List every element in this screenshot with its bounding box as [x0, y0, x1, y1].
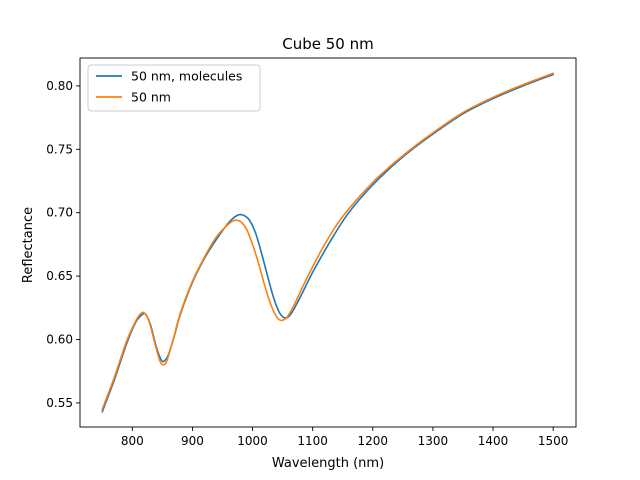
- x-tick-label: 900: [181, 434, 204, 448]
- chart-title: Cube 50 nm: [282, 35, 373, 53]
- series-line-2: [101, 72, 554, 411]
- y-tick-label: 0.60: [46, 333, 73, 347]
- plot-frame: [79, 57, 577, 428]
- y-tick-label: 0.75: [46, 142, 73, 156]
- y-tick-label: 0.70: [46, 206, 73, 220]
- legend: 50 nm, molecules 50 nm: [87, 64, 261, 112]
- x-tick-label: 1000: [237, 434, 268, 448]
- y-tick-label: 0.65: [46, 269, 73, 283]
- y-tick-label: 0.80: [46, 79, 73, 93]
- plot-area: 800 900 1000 1100 1200 1300 1400 1500 0.55 0.60 0.…: [46, 57, 577, 448]
- y-axis-label: Reflectance: [21, 207, 36, 283]
- series-line-1: [101, 73, 554, 413]
- x-tick-label: 1400: [478, 434, 509, 448]
- y-tick-label: 0.55: [46, 396, 73, 410]
- x-tick-label: 800: [121, 434, 144, 448]
- x-tick-label: 1100: [297, 434, 328, 448]
- legend-label-2: 50 nm: [131, 90, 171, 105]
- legend-box: [87, 64, 261, 112]
- legend-label-1: 50 nm, molecules: [131, 69, 242, 84]
- x-tick-label: 1200: [358, 434, 389, 448]
- x-axis-label: Wavelength (nm): [272, 456, 384, 471]
- x-tick-label: 1500: [538, 434, 569, 448]
- x-tick-label: 1300: [418, 434, 449, 448]
